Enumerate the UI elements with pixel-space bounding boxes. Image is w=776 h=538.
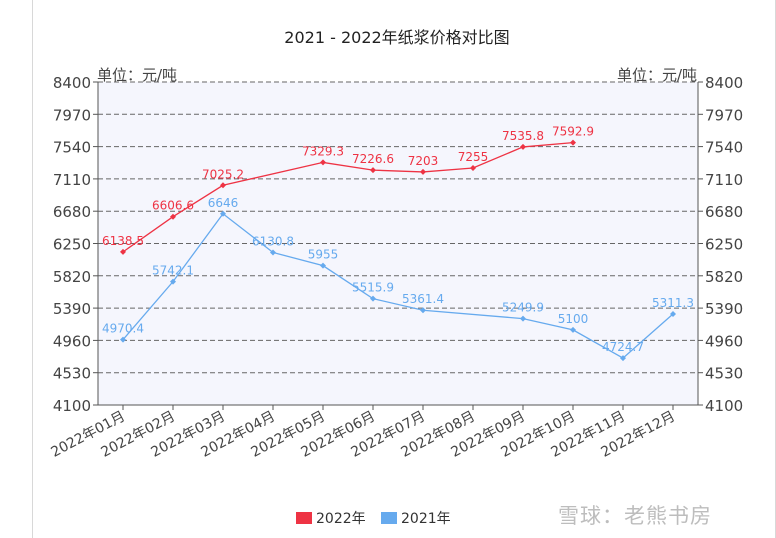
data-label: 6646 [208,196,239,210]
y-tick-label-right: 5390 [705,300,743,318]
data-label: 4970.4 [102,322,144,336]
data-point [370,167,376,174]
data-point [220,210,226,217]
data-label: 5742.1 [152,264,194,278]
data-point [170,213,176,220]
data-point [120,336,126,343]
y-tick-label-left: 4100 [53,397,91,415]
y-tick-label-right: 6250 [705,236,743,254]
y-tick-label-left: 6680 [53,203,91,221]
data-label: 6130.8 [252,234,294,248]
y-tick-label-right: 5820 [705,268,743,286]
data-label: 7255 [458,150,489,164]
data-point [670,311,676,318]
data-label: 5955 [308,248,339,262]
data-point [520,315,526,322]
data-point [170,278,176,285]
data-point [620,355,626,362]
y-tick-label-right: 7970 [705,106,743,124]
data-label: 5100 [558,312,589,326]
data-point [320,262,326,269]
data-label: 4724.7 [602,340,644,354]
data-point [120,248,126,255]
y-tick-label-right: 7540 [705,139,743,157]
data-label: 7203 [408,154,439,168]
y-tick-label-right: 4530 [705,365,743,383]
data-point [570,326,576,333]
y-tick-label-left: 7540 [53,139,91,157]
y-tick-label-right: 7110 [705,171,743,189]
data-label: 5361.4 [402,292,444,306]
data-point [570,139,576,146]
data-point [420,307,426,314]
legend-swatch [296,512,312,524]
y-tick-label-right: 8400 [705,74,743,92]
legend-label: 2021年 [401,511,451,527]
legend: 2022年 2021年 [296,511,451,527]
unit-label-left: 单位：元/吨 [97,66,177,84]
y-tick-label-left: 6250 [53,236,91,254]
y-tick-label-right: 4100 [705,397,743,415]
y-tick-label-left: 7970 [53,106,91,124]
data-point [470,165,476,172]
y-tick-label-left: 5820 [53,268,91,286]
legend-label: 2022年 [316,511,366,527]
data-point [370,295,376,302]
data-label: 5311.3 [652,296,694,310]
data-label: 5249.9 [502,301,544,315]
plot-area: 4100 4100 4530 4530 4960 4960 5390 5390 5820 5820… [48,74,743,461]
watermark: 雪球：老熊书房 [558,504,712,528]
data-label: 7329.3 [302,144,344,158]
data-label: 6138.5 [102,234,144,248]
y-tick-label-right: 4960 [705,332,743,350]
y-tick-label-left: 5390 [53,300,91,318]
data-label: 7226.6 [352,152,394,166]
y-tick-label-left: 4530 [53,365,91,383]
data-label: 7025.2 [202,167,244,181]
chart-title: 2021 - 2022年纸浆价格对比图 [284,28,509,47]
data-point [270,249,276,256]
data-label: 5515.9 [352,281,394,295]
data-point [220,182,226,189]
y-tick-label-left: 7110 [53,171,91,189]
data-point [320,159,326,166]
y-tick-label-right: 6680 [705,203,743,221]
data-label: 6606.6 [152,199,194,213]
y-tick-label-left: 8400 [53,74,91,92]
unit-label-right: 单位：元/吨 [617,66,697,84]
legend-swatch [381,512,397,524]
data-label: 7592.9 [552,125,594,139]
data-point [420,168,426,175]
data-point [520,143,526,150]
y-tick-label-left: 4960 [53,332,91,350]
data-label: 7535.8 [502,129,544,143]
